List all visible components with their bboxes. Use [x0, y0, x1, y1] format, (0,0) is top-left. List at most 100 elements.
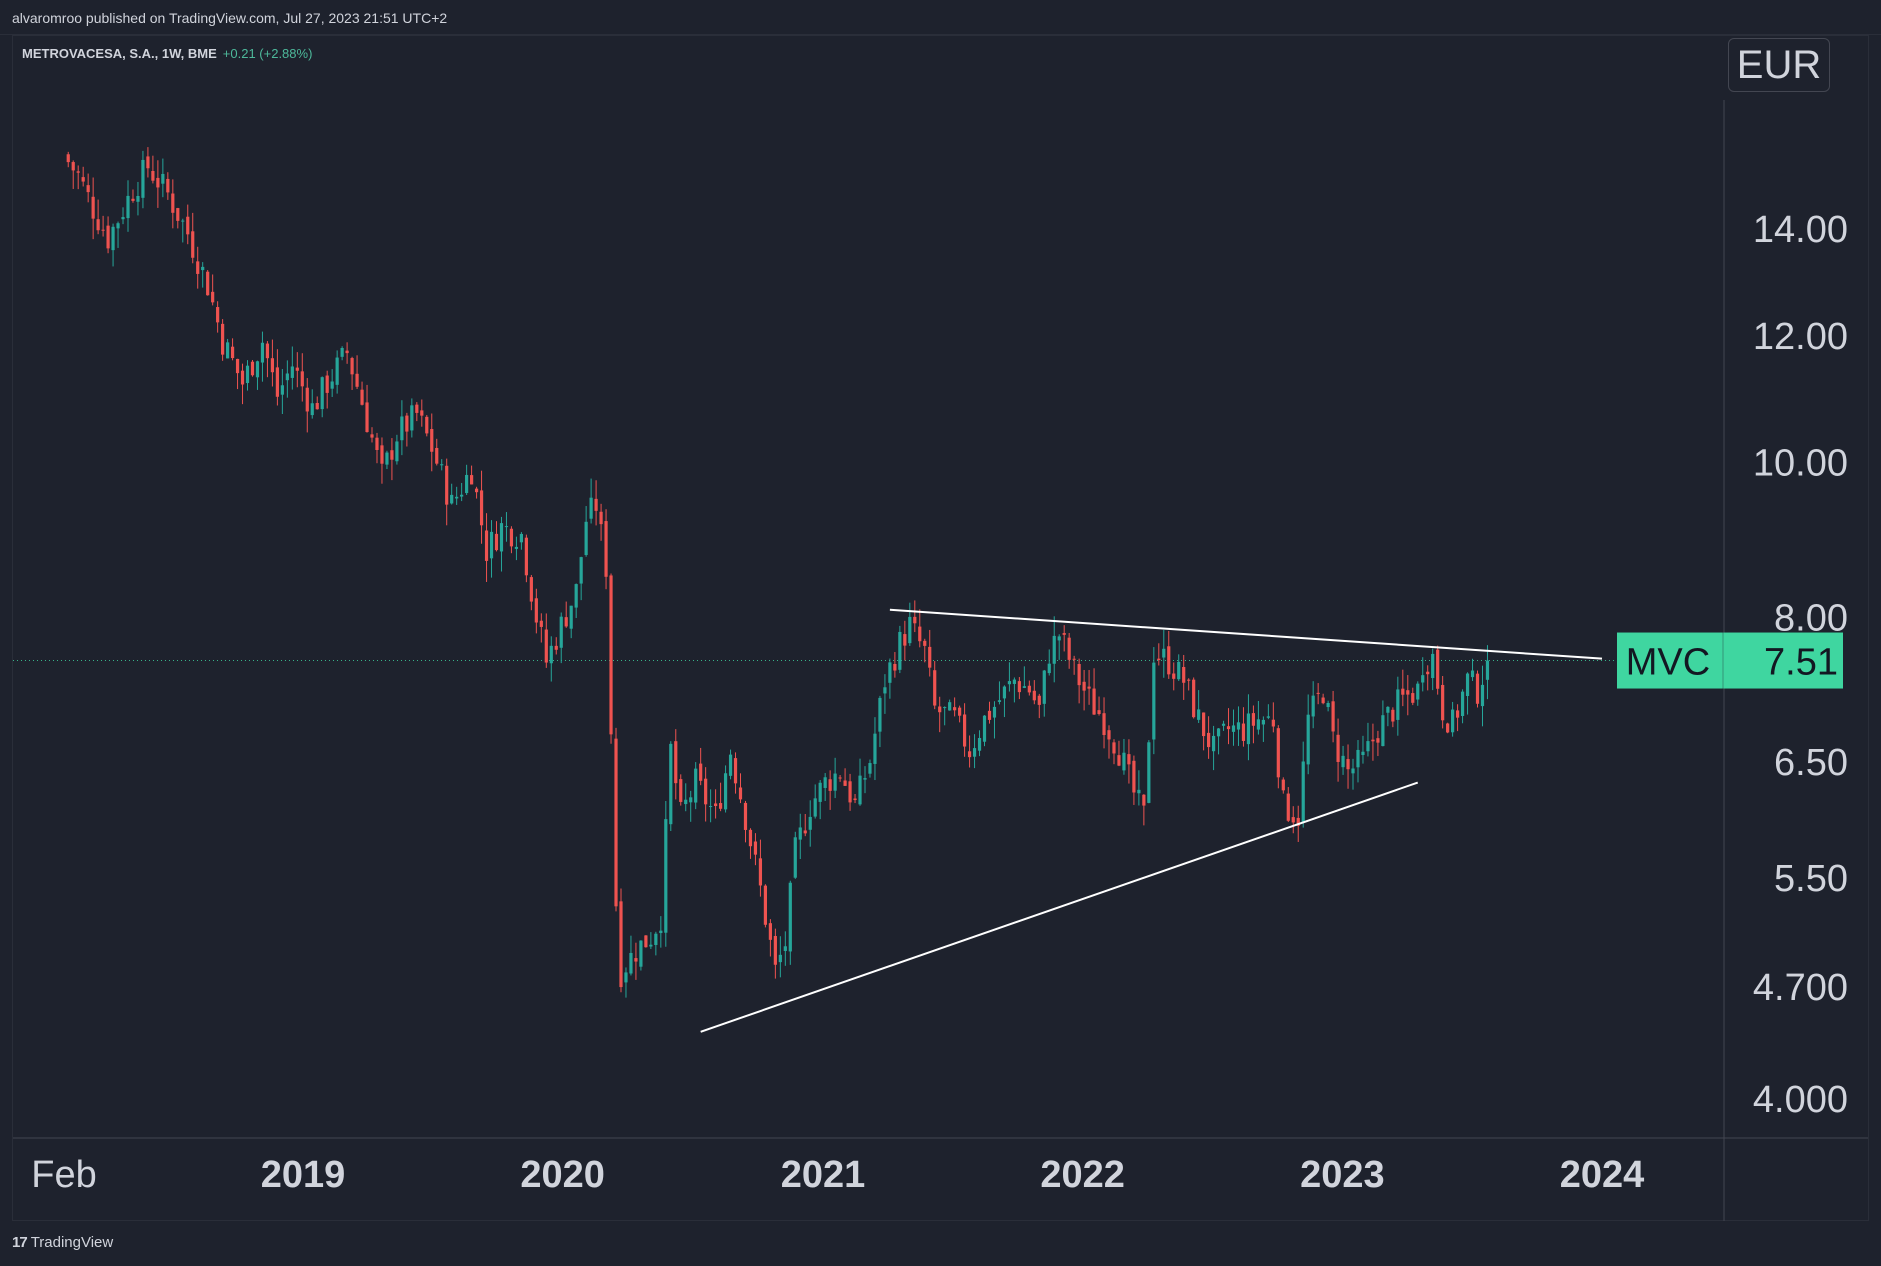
candle: [549, 636, 553, 682]
candle: [604, 509, 608, 590]
candle-body: [883, 687, 887, 694]
candle-body: [634, 958, 638, 962]
candle-body: [898, 631, 902, 670]
candle: [833, 757, 837, 799]
candle-body: [355, 373, 359, 387]
candle-body: [415, 404, 419, 413]
candle-body: [141, 159, 145, 198]
candle-body: [1112, 742, 1116, 754]
candle: [654, 931, 658, 956]
candle: [166, 172, 170, 200]
candle-body: [1446, 723, 1450, 733]
candle: [380, 437, 384, 484]
candle-body: [728, 754, 733, 776]
candle-body: [863, 778, 867, 780]
candle: [868, 759, 872, 778]
candle-body: [1226, 726, 1231, 730]
candle: [405, 412, 409, 447]
candle-body: [1455, 710, 1460, 718]
candle: [529, 574, 533, 611]
candle-body: [1475, 673, 1480, 704]
candle: [798, 813, 802, 860]
candle-body: [445, 465, 449, 505]
candle: [430, 413, 434, 472]
candle-body: [405, 415, 409, 432]
candle: [126, 180, 130, 232]
candle: [400, 400, 404, 456]
candle: [883, 674, 887, 714]
candle-body: [1182, 667, 1186, 683]
candle-body: [1306, 714, 1310, 765]
candle-body: [1092, 688, 1096, 715]
candle: [714, 789, 718, 819]
candle-body: [1470, 670, 1475, 678]
candle-body: [156, 177, 160, 188]
candle: [923, 638, 927, 663]
candle: [679, 774, 683, 806]
candle-body: [599, 511, 603, 525]
candle-body: [649, 944, 653, 947]
candle-body: [1012, 679, 1016, 684]
candle: [420, 399, 424, 427]
candle-body: [295, 367, 299, 371]
candle-body: [161, 173, 165, 184]
candle-body: [1027, 685, 1031, 693]
candle: [335, 350, 339, 394]
candle: [141, 150, 145, 209]
candle-body: [808, 816, 812, 830]
candle-body: [699, 763, 703, 781]
candle-body: [484, 530, 489, 561]
candle-body: [594, 498, 598, 511]
candle-body: [1426, 671, 1430, 675]
candle-body: [778, 954, 782, 963]
candle: [823, 773, 827, 802]
candle: [186, 204, 190, 245]
candle-body: [584, 521, 588, 556]
candle: [913, 600, 917, 633]
candle: [1017, 677, 1021, 700]
candle-body: [1097, 710, 1101, 715]
tradingview-brand: TradingView: [30, 1234, 114, 1251]
candle-body: [310, 403, 314, 416]
currency-button[interactable]: EUR: [1728, 38, 1830, 92]
candle: [1107, 725, 1111, 759]
candle: [76, 165, 80, 190]
candle: [1455, 704, 1460, 732]
candle-body: [435, 447, 439, 464]
candle: [1167, 630, 1171, 679]
candle: [66, 151, 70, 168]
candle: [763, 884, 768, 928]
candle: [1431, 648, 1435, 691]
candle-body: [151, 170, 155, 181]
candle: [1147, 740, 1151, 804]
candle-body: [1251, 713, 1256, 726]
candle-body: [469, 475, 474, 485]
candle-body: [1401, 688, 1405, 695]
candle: [270, 339, 275, 387]
candle-body: [1376, 738, 1380, 743]
candle-body: [1485, 660, 1490, 680]
candle-body: [1052, 635, 1056, 664]
candle: [943, 706, 947, 726]
candle-body: [1291, 817, 1295, 823]
candle-body: [216, 307, 220, 323]
candle-body: [629, 952, 633, 974]
candle: [86, 173, 90, 203]
tradingview-logo[interactable]: 17 TradingView: [12, 1234, 113, 1251]
candle-body: [126, 195, 130, 219]
candle-body: [1441, 684, 1445, 721]
candle-body: [639, 940, 643, 967]
candle-body: [260, 342, 265, 363]
candle: [131, 189, 135, 203]
symbol-legend[interactable]: METROVACESA, S.A., 1W, BME +0.21 (+2.88%): [22, 46, 312, 61]
candle-body: [171, 193, 175, 213]
candle: [280, 369, 284, 414]
candle: [240, 363, 245, 405]
candle: [1221, 720, 1226, 731]
candle-body: [604, 521, 608, 577]
candle-body: [1207, 732, 1211, 748]
candle-body: [335, 357, 339, 385]
candle-body: [803, 830, 807, 834]
candle: [1067, 632, 1071, 669]
